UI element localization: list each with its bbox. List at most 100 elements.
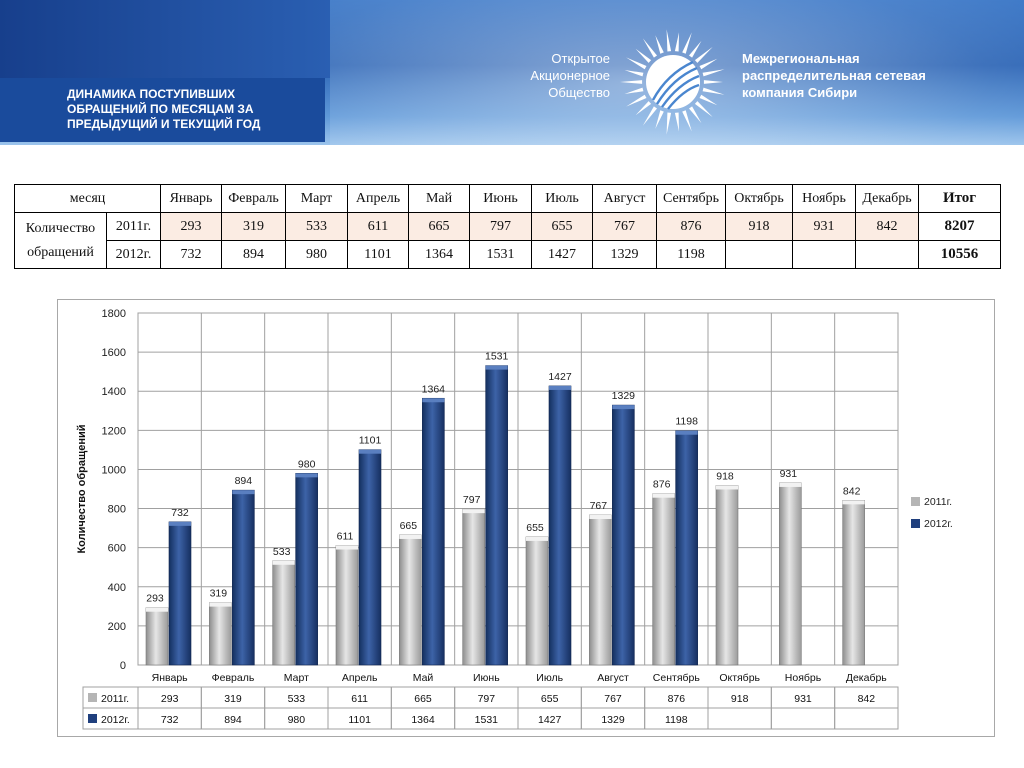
data-label: 293 — [146, 593, 164, 605]
value-cell: 931 — [792, 212, 857, 241]
bar-2011 — [335, 545, 359, 666]
month-header-cell: Октябрь — [725, 184, 794, 213]
table-value: 1364 — [411, 714, 435, 726]
value-cell: 1364 — [408, 240, 471, 269]
value-cell: 1427 — [531, 240, 594, 269]
table-value: 767 — [604, 693, 622, 705]
table-row-2012: 2012г. 732 894 980 1101 1364 1531 1427 1329 1198… — [15, 240, 1002, 269]
total-cell: 8207 — [918, 212, 1002, 241]
month-header-cell: Декабрь — [855, 184, 920, 213]
value-cell: 876 — [656, 212, 727, 241]
table-value: 1531 — [475, 714, 499, 726]
chart-frame: 0 200 400 600 800 1000 1200 1400 1600 1800 Количес… — [57, 299, 995, 737]
data-label: 319 — [210, 588, 228, 600]
bar-top — [462, 509, 485, 514]
bar-2011 — [272, 560, 295, 666]
value-cell — [792, 240, 857, 269]
month-header-cell: Май — [408, 184, 471, 213]
data-label: 1329 — [612, 390, 636, 402]
month-header-cell: Ноябрь — [792, 184, 857, 213]
value-cell: 894 — [221, 240, 287, 269]
y-axis-label: Количество обращений — [76, 424, 88, 553]
data-label: 655 — [526, 522, 544, 534]
bar-2012 — [485, 365, 508, 666]
data-label: 1531 — [485, 351, 509, 363]
bar-top — [422, 398, 445, 403]
table-value: 842 — [858, 693, 876, 705]
y-tick-label: 1800 — [102, 308, 126, 320]
value-cell: 293 — [160, 212, 223, 241]
bar-2011 — [209, 602, 232, 666]
month-header-cell: Июнь — [469, 184, 533, 213]
table-value: 655 — [541, 693, 559, 705]
bar-2012 — [548, 385, 572, 666]
header-banner: ДИНАМИКА ПОСТУПИВШИХ ОБРАЩЕНИЙ ПО МЕСЯЦА… — [0, 0, 1024, 145]
bar-top — [526, 536, 548, 541]
legend-label: 2011г. — [924, 496, 952, 508]
x-tick-label: Декабрь — [846, 672, 887, 684]
table-value: 665 — [414, 693, 432, 705]
data-label: 1198 — [675, 416, 698, 428]
value-cell: 655 — [531, 212, 594, 241]
y-tick-label: 600 — [108, 543, 126, 555]
bar-top — [399, 534, 422, 539]
month-header-cell: Июль — [531, 184, 594, 213]
table-value: 533 — [288, 693, 306, 705]
table-value: 732 — [161, 714, 179, 726]
bar-2011 — [525, 536, 549, 666]
legend-swatch — [911, 497, 920, 506]
table-value: 319 — [224, 693, 242, 705]
table-value: 918 — [731, 693, 749, 705]
bar-chart: 0 200 400 600 800 1000 1200 1400 1600 1800 Количес… — [76, 308, 953, 730]
y-tick-label: 1000 — [102, 464, 126, 476]
data-label: 665 — [400, 520, 418, 532]
x-tick-label: Ноябрь — [785, 672, 822, 684]
bar-2011 — [715, 485, 739, 666]
data-label: 918 — [716, 470, 734, 482]
data-label: 732 — [171, 507, 189, 519]
table-cell — [707, 707, 772, 730]
value-cell: 842 — [855, 212, 920, 241]
y-tick-label: 400 — [108, 582, 126, 594]
summary-table: месяц Январь Февраль Март Апрель Май Июнь Июль… — [13, 184, 1002, 269]
value-cell: 319 — [221, 212, 287, 241]
bar-2011 — [779, 482, 802, 666]
company-type-text: Открытое Акционерное Общество — [530, 51, 610, 100]
header-dark-band — [0, 0, 330, 78]
bar-2012 — [358, 449, 382, 666]
data-label: 611 — [337, 531, 354, 543]
bar-top — [485, 365, 508, 370]
title-box: ДИНАМИКА ПОСТУПИВШИХ ОБРАЩЕНИЙ ПО МЕСЯЦА… — [0, 78, 325, 142]
table-value: 894 — [224, 714, 242, 726]
y-tick-label: 800 — [108, 504, 126, 516]
value-cell: 1101 — [347, 240, 410, 269]
table-value: 1101 — [348, 714, 371, 726]
bar-2012 — [232, 489, 255, 666]
legend-label: 2012г. — [924, 518, 953, 530]
month-header-cell: Март — [285, 184, 349, 213]
x-tick-label: Апрель — [342, 672, 378, 684]
bar-top — [675, 430, 698, 435]
data-label: 767 — [590, 500, 608, 512]
total-header-cell: Итог — [918, 184, 1002, 213]
bar-2011 — [842, 500, 865, 666]
bar-top — [652, 493, 675, 498]
data-label: 1101 — [359, 435, 382, 447]
page-title: ДИНАМИКА ПОСТУПИВШИХ ОБРАЩЕНИЙ ПО МЕСЯЦА… — [67, 87, 261, 131]
table-series-name: 2012г. — [101, 714, 130, 726]
data-label: 980 — [298, 458, 316, 470]
total-cell: 10556 — [918, 240, 1002, 269]
bar-top — [272, 560, 295, 565]
table-series-name: 2011г. — [101, 693, 129, 705]
value-cell: 1329 — [592, 240, 658, 269]
table-value: 797 — [478, 693, 496, 705]
bar-top — [612, 405, 635, 410]
bar-top — [549, 385, 571, 390]
bar-2012 — [422, 397, 445, 666]
table-cell — [834, 707, 899, 730]
month-header-cell: Февраль — [221, 184, 287, 213]
bar-top — [842, 500, 865, 505]
value-cell: 980 — [285, 240, 349, 269]
bar-2012 — [675, 430, 698, 666]
table-value: 876 — [668, 693, 686, 705]
